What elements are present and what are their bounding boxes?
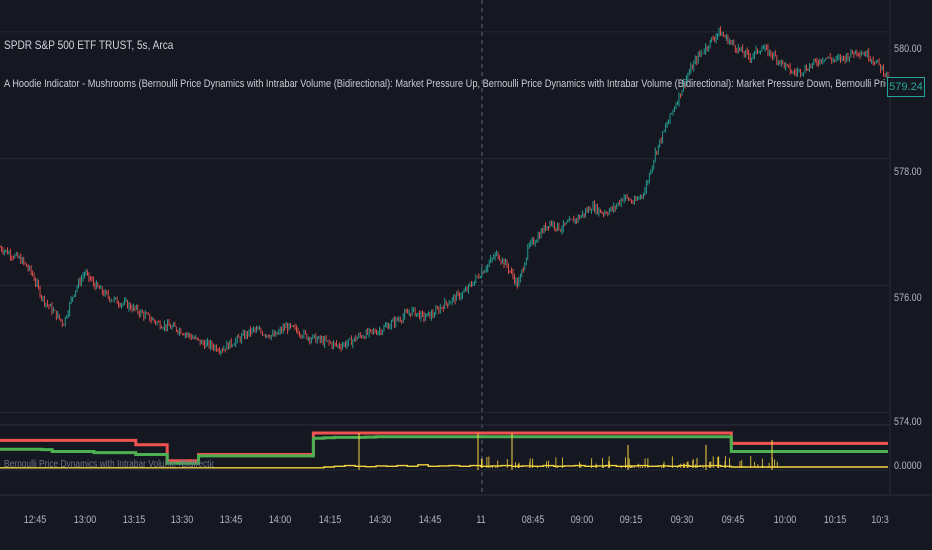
price-label-576: 576.00 bbox=[894, 292, 922, 304]
time-label-day-11: 11 bbox=[476, 514, 486, 526]
time-label-1345: 13:45 bbox=[219, 514, 243, 526]
time-label-1300: 13:00 bbox=[73, 514, 97, 526]
indicator-legend[interactable]: A Hoodie Indicator - Mushrooms (Bernoull… bbox=[4, 78, 886, 90]
last-price-badge: 579.24 bbox=[887, 77, 925, 97]
sub-pane-legend[interactable]: Bernoulli Price Dynamics with Intrabar V… bbox=[4, 459, 214, 470]
time-label-1030: 10:3 bbox=[871, 514, 889, 526]
time-label-0845: 08:45 bbox=[521, 514, 545, 526]
time-label-1430: 14:30 bbox=[368, 514, 392, 526]
market-pressure-up-line bbox=[0, 435, 888, 465]
price-label-578: 578.00 bbox=[894, 166, 922, 178]
symbol-title[interactable]: SPDR S&P 500 ETF TRUST, 5s, Arca bbox=[4, 38, 174, 52]
price-label-580: 580.00 bbox=[894, 43, 922, 55]
time-label-0900: 09:00 bbox=[570, 514, 594, 526]
kinetic-energy-up-line bbox=[0, 464, 888, 469]
time-label-1000: 10:00 bbox=[773, 514, 797, 526]
time-label-1445: 14:45 bbox=[418, 514, 442, 526]
time-label-1415: 14:15 bbox=[318, 514, 342, 526]
indicator-series-layer bbox=[0, 431, 888, 470]
price-label-574: 574.00 bbox=[894, 416, 922, 428]
time-label-0930: 09:30 bbox=[670, 514, 694, 526]
grid-lines bbox=[0, 31, 890, 471]
time-label-1015: 10:15 bbox=[823, 514, 847, 526]
subpane-label-zero: 0.0000 bbox=[894, 460, 922, 472]
time-label-0945: 09:45 bbox=[721, 514, 745, 526]
time-label-0915: 09:15 bbox=[619, 514, 643, 526]
time-label-1245: 12:45 bbox=[23, 514, 47, 526]
time-label-1400: 14:00 bbox=[268, 514, 292, 526]
time-label-1330: 13:30 bbox=[170, 514, 194, 526]
time-label-1315: 13:15 bbox=[122, 514, 146, 526]
price-series-layer bbox=[0, 26, 889, 356]
